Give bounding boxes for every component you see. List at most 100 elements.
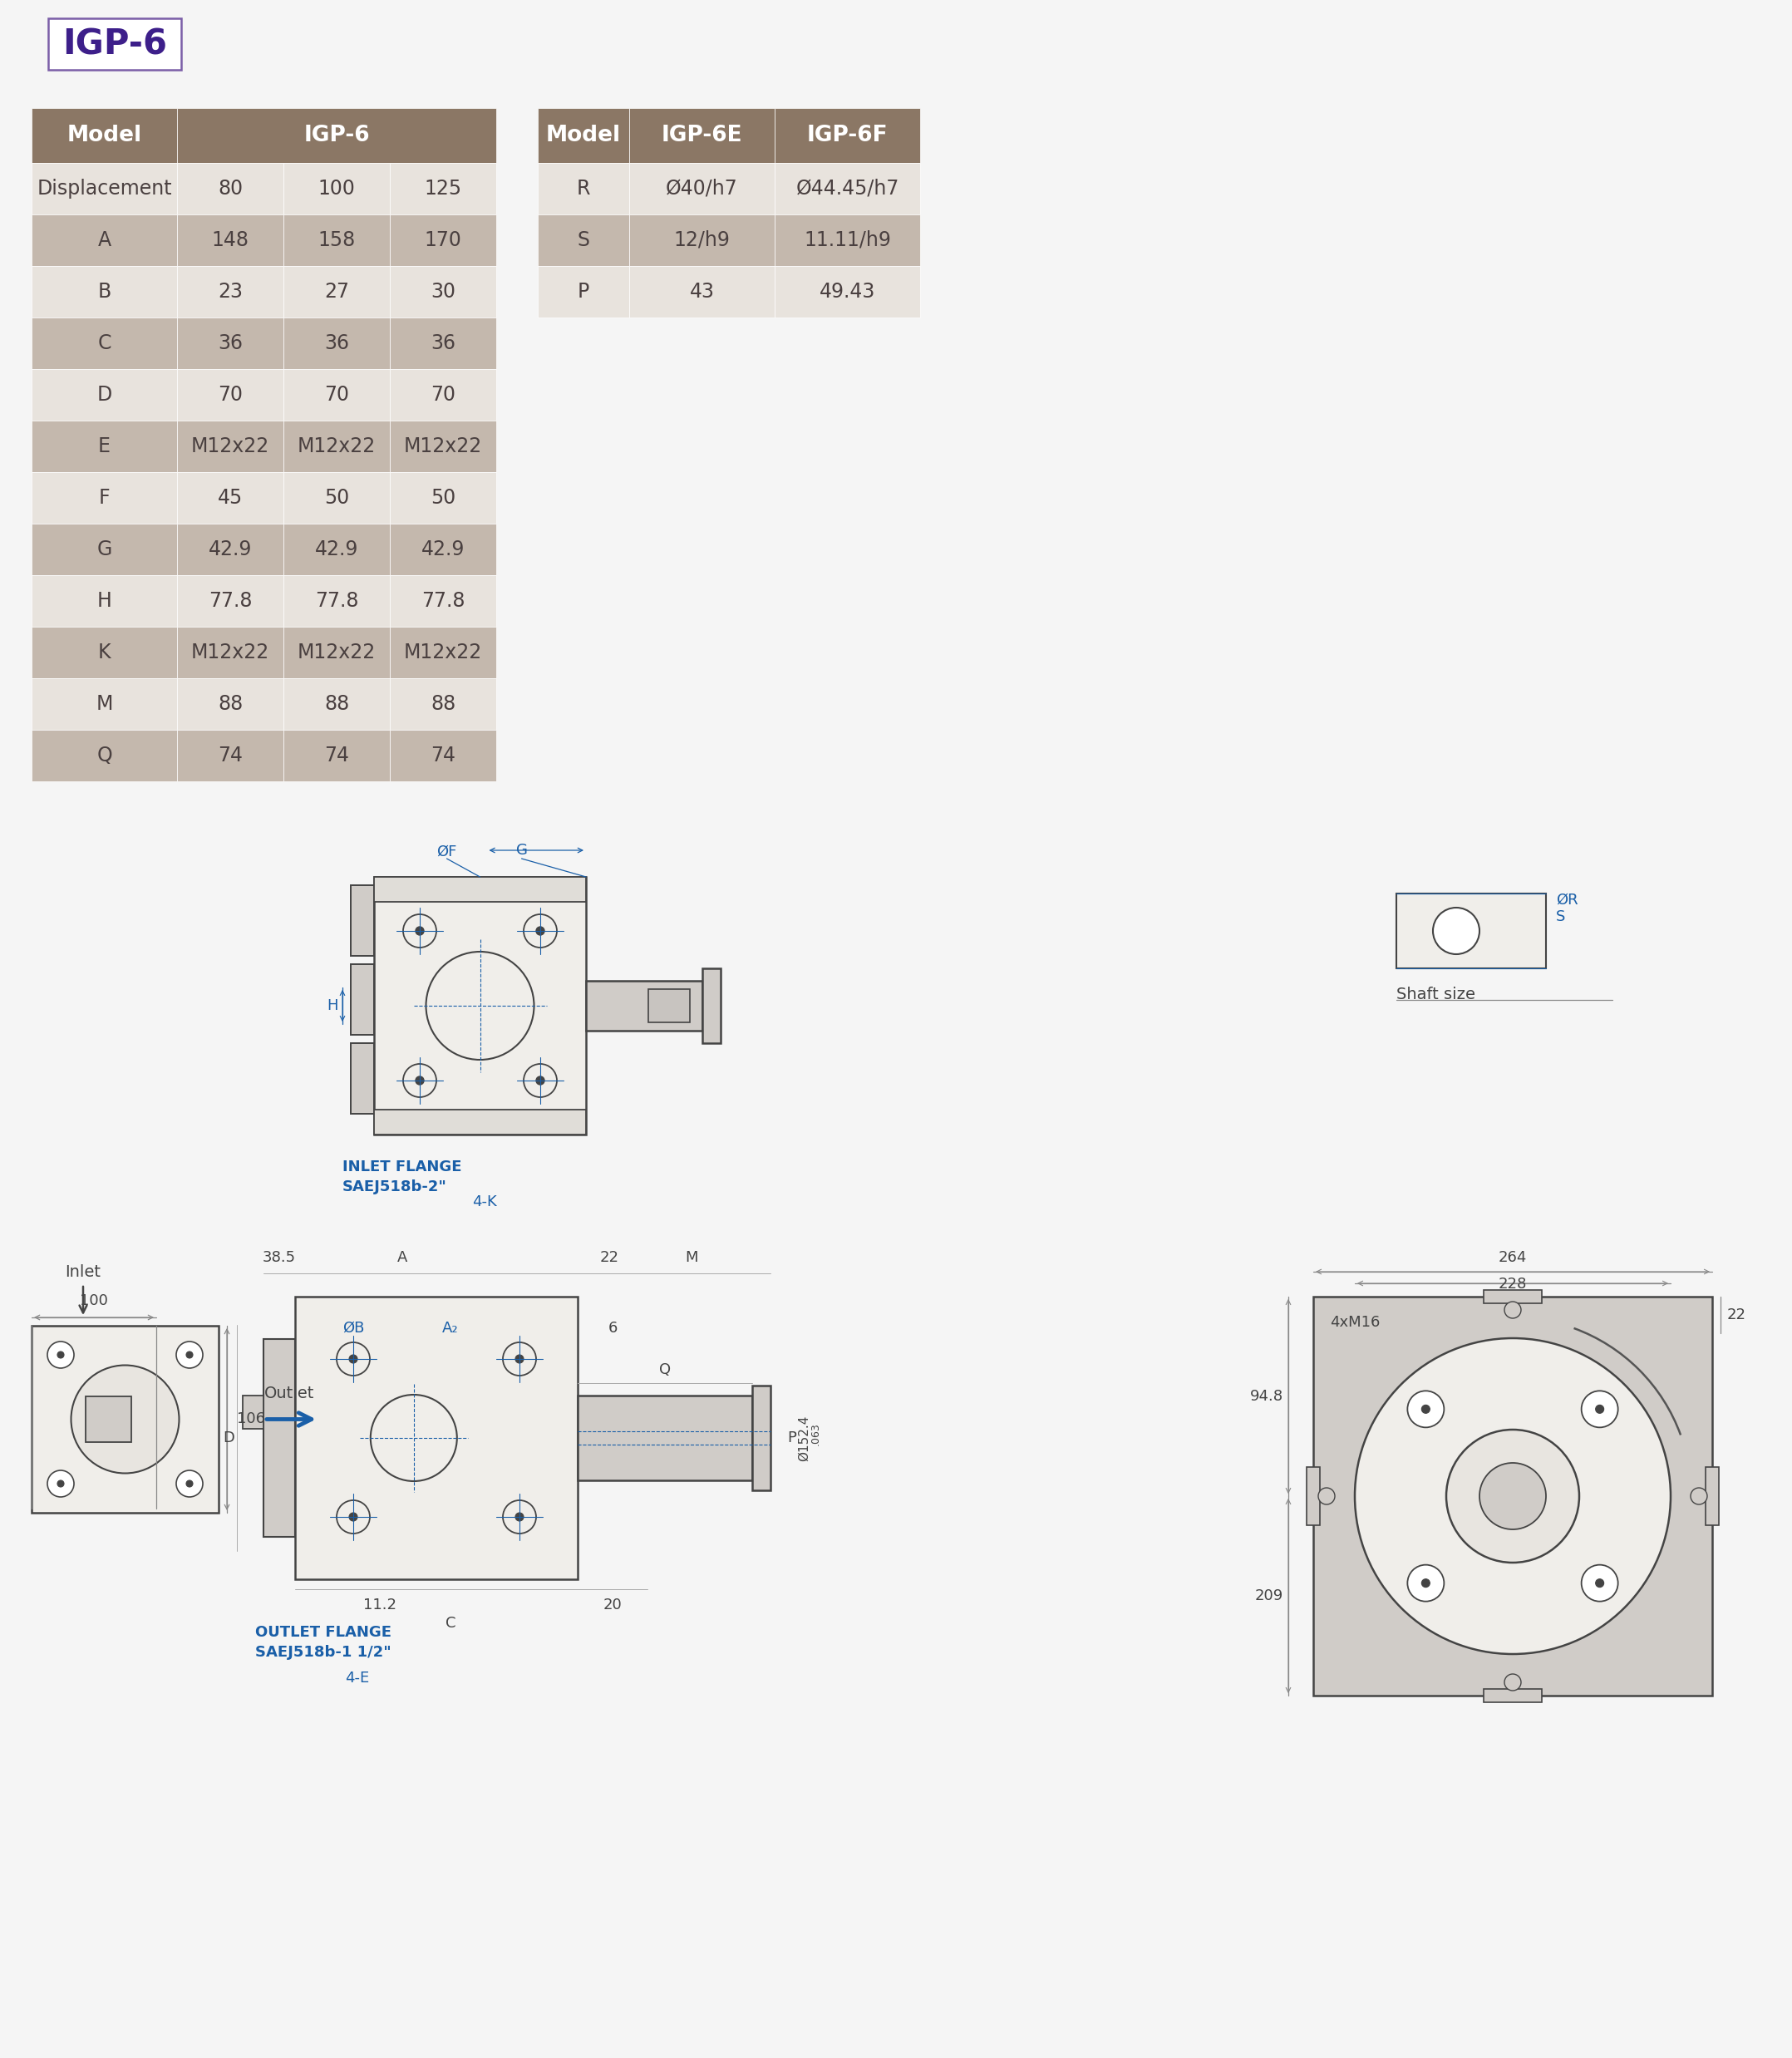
Bar: [32, 317, 177, 368]
Bar: [177, 163, 283, 214]
Text: 38.5: 38.5: [263, 1249, 296, 1266]
Bar: [774, 109, 919, 163]
Bar: [351, 963, 375, 1035]
Text: R: R: [577, 179, 590, 200]
Text: 42.9: 42.9: [208, 539, 253, 560]
Circle shape: [1421, 1578, 1430, 1587]
Bar: [283, 628, 391, 679]
Text: IGP-6F: IGP-6F: [806, 126, 889, 146]
Circle shape: [516, 1513, 523, 1521]
Bar: [283, 163, 391, 214]
Text: M: M: [95, 694, 113, 714]
Text: 4xM16: 4xM16: [1330, 1315, 1380, 1329]
Text: 77.8: 77.8: [315, 591, 358, 611]
Bar: [177, 471, 283, 523]
Text: H: H: [326, 998, 339, 1013]
Bar: [32, 523, 177, 574]
Text: 50: 50: [430, 488, 455, 508]
Text: A: A: [398, 1249, 407, 1266]
Text: 264: 264: [1498, 1249, 1527, 1266]
Text: IGP-6: IGP-6: [63, 27, 167, 62]
Circle shape: [371, 1395, 457, 1482]
Text: 74: 74: [324, 745, 349, 766]
Bar: [629, 109, 774, 163]
Bar: [177, 523, 283, 574]
Bar: [391, 317, 496, 368]
Bar: [391, 471, 496, 523]
Text: G: G: [97, 539, 111, 560]
Text: E: E: [99, 436, 111, 457]
Text: B: B: [97, 282, 111, 303]
Circle shape: [416, 1076, 425, 1085]
Text: 6: 6: [607, 1321, 616, 1336]
Text: Q: Q: [97, 745, 113, 766]
Text: Ø44.45/h7: Ø44.45/h7: [796, 179, 900, 200]
Text: 22: 22: [1727, 1307, 1745, 1323]
Circle shape: [403, 1064, 437, 1097]
Circle shape: [1505, 1673, 1521, 1690]
Text: M12x22: M12x22: [192, 642, 269, 663]
Text: M12x22: M12x22: [403, 642, 482, 663]
Bar: [391, 731, 496, 782]
Text: 45: 45: [217, 488, 242, 508]
Bar: [1314, 1297, 1711, 1696]
Bar: [32, 214, 177, 265]
Bar: [263, 1340, 296, 1537]
Bar: [538, 163, 629, 214]
Text: Ø152.4: Ø152.4: [797, 1416, 810, 1461]
Text: Inlet: Inlet: [65, 1264, 100, 1280]
Circle shape: [186, 1352, 194, 1358]
Text: 88: 88: [324, 694, 349, 714]
Text: 88: 88: [217, 694, 242, 714]
Text: 70: 70: [324, 385, 349, 405]
Bar: [177, 317, 283, 368]
Text: 70: 70: [430, 385, 455, 405]
Text: 36: 36: [324, 333, 349, 354]
Bar: [391, 214, 496, 265]
Text: Ø40/h7: Ø40/h7: [667, 179, 738, 200]
Text: 158: 158: [317, 230, 355, 251]
Bar: [283, 523, 391, 574]
Bar: [774, 265, 919, 317]
Bar: [32, 679, 177, 731]
Bar: [1706, 1467, 1719, 1525]
Text: 94.8: 94.8: [1251, 1389, 1283, 1404]
Text: 50: 50: [324, 488, 349, 508]
Text: 43: 43: [690, 282, 715, 303]
Text: 20: 20: [604, 1597, 622, 1613]
Text: S: S: [1555, 910, 1566, 924]
Bar: [1484, 1290, 1541, 1303]
Circle shape: [186, 1480, 194, 1488]
Bar: [32, 1325, 219, 1513]
Text: Model: Model: [66, 126, 142, 146]
Text: A: A: [97, 230, 111, 251]
Text: 74: 74: [430, 745, 455, 766]
Bar: [774, 214, 919, 265]
Circle shape: [523, 1064, 557, 1097]
Bar: [32, 265, 177, 317]
Text: IGP-6E: IGP-6E: [661, 126, 742, 146]
Text: 42.9: 42.9: [315, 539, 358, 560]
Circle shape: [47, 1469, 73, 1496]
Bar: [283, 265, 391, 317]
Bar: [538, 265, 629, 317]
Text: M12x22: M12x22: [297, 436, 376, 457]
Circle shape: [1595, 1578, 1604, 1587]
Bar: [391, 420, 496, 471]
Bar: [86, 1397, 131, 1443]
Text: 100: 100: [317, 179, 355, 200]
Bar: [391, 523, 496, 574]
Text: 77.8: 77.8: [421, 591, 464, 611]
Circle shape: [536, 1076, 545, 1085]
Bar: [391, 163, 496, 214]
Text: F: F: [99, 488, 109, 508]
Text: M12x22: M12x22: [297, 642, 376, 663]
Circle shape: [1421, 1406, 1430, 1414]
Circle shape: [337, 1500, 369, 1533]
Text: 30: 30: [430, 282, 455, 303]
Bar: [32, 163, 177, 214]
Text: Model: Model: [547, 126, 622, 146]
Circle shape: [504, 1500, 536, 1533]
Text: 42.9: 42.9: [421, 539, 464, 560]
Bar: [283, 574, 391, 628]
